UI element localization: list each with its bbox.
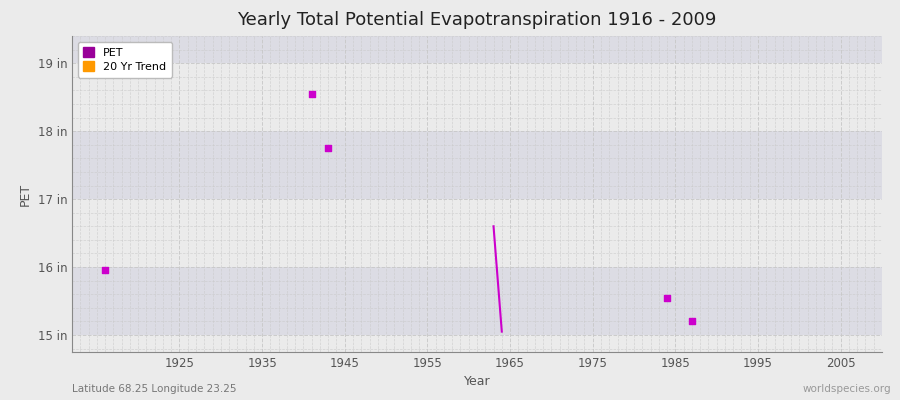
Point — [304, 90, 319, 97]
Bar — [72, 199, 882, 267]
Text: worldspecies.org: worldspecies.org — [803, 384, 891, 394]
Point — [321, 145, 336, 151]
Bar — [72, 36, 882, 63]
Text: Latitude 68.25 Longitude 23.25: Latitude 68.25 Longitude 23.25 — [72, 384, 237, 394]
Point — [98, 267, 112, 274]
Bar — [72, 267, 882, 335]
Legend: PET, 20 Yr Trend: PET, 20 Yr Trend — [77, 42, 172, 78]
Title: Yearly Total Potential Evapotranspiration 1916 - 2009: Yearly Total Potential Evapotranspiratio… — [238, 11, 716, 29]
Point — [685, 318, 699, 325]
X-axis label: Year: Year — [464, 376, 490, 388]
Bar — [72, 131, 882, 199]
Y-axis label: PET: PET — [19, 182, 32, 206]
Bar — [72, 63, 882, 131]
Point — [660, 294, 674, 301]
Bar — [72, 335, 882, 352]
